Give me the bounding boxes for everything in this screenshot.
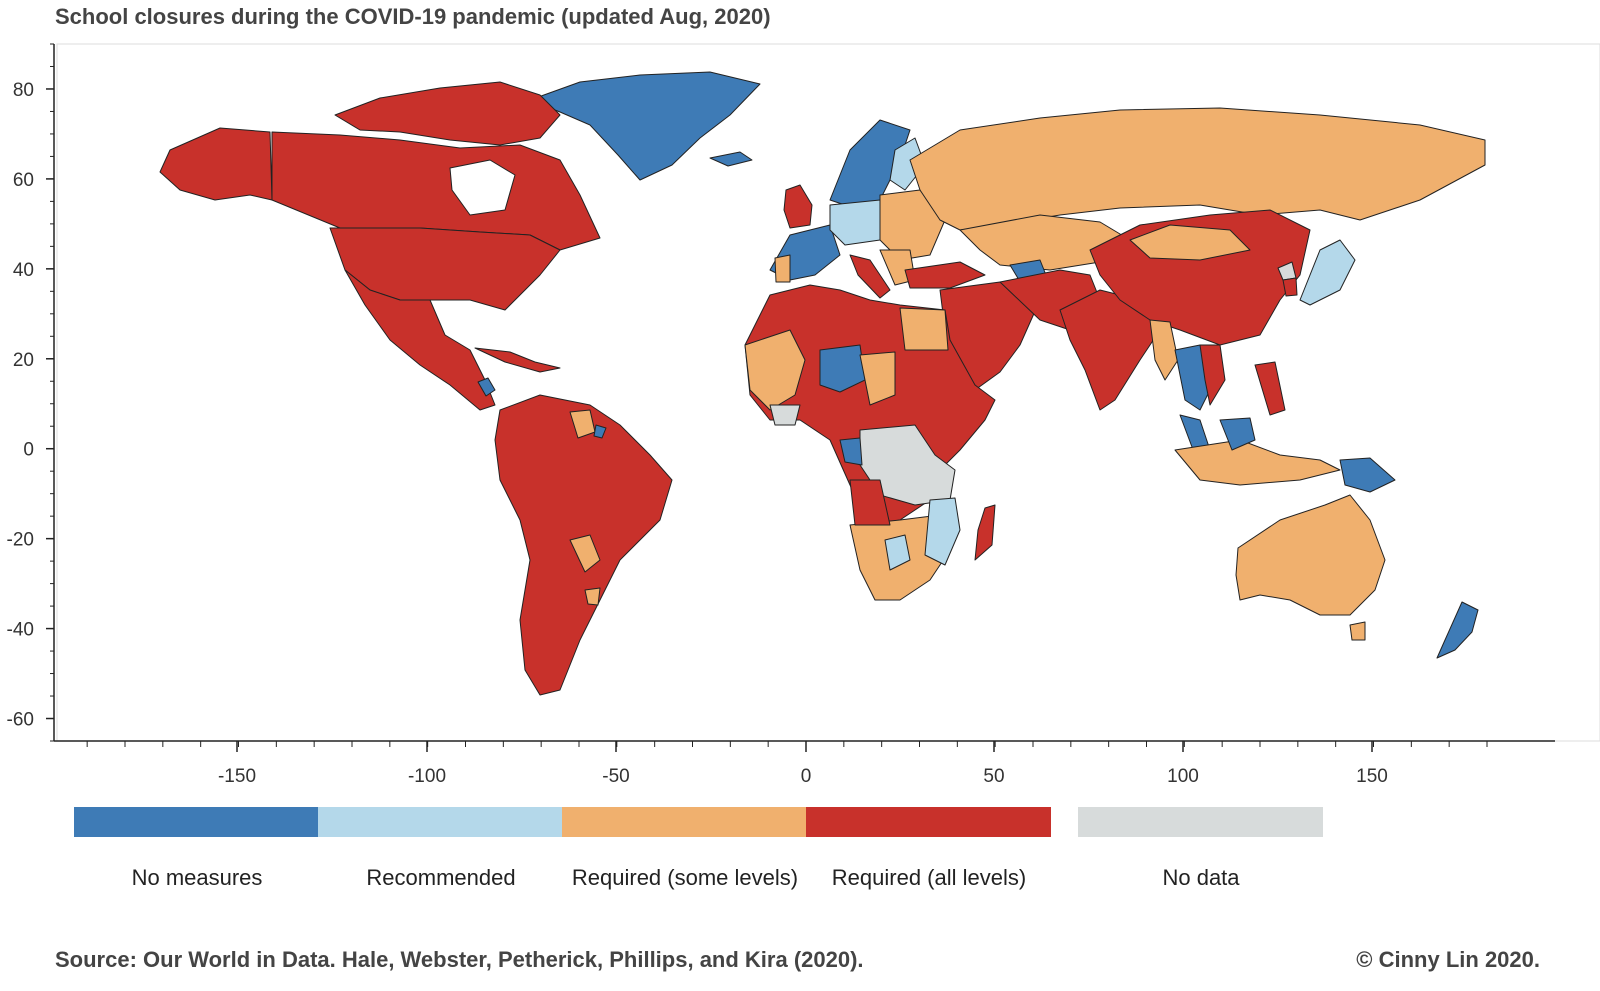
region-angola-red[interactable] — [849, 479, 891, 526]
region-new-zealand[interactable] — [1436, 601, 1479, 659]
y-tick-label: 40 — [13, 260, 34, 281]
region-congo-blue[interactable] — [839, 437, 863, 466]
x-tick-label: 0 — [801, 766, 812, 787]
legend-swatch-no_measures — [74, 807, 319, 837]
legend-label-required_all: Required (all levels) — [831, 865, 1027, 890]
region-french-guiana-blue[interactable] — [593, 424, 607, 439]
region-finland[interactable] — [889, 137, 926, 191]
region-mozambique-lightblue[interactable] — [924, 497, 961, 566]
region-greenland[interactable] — [529, 71, 761, 181]
region-philippines[interactable] — [1254, 361, 1286, 416]
x-tick-label: 150 — [1356, 766, 1388, 787]
x-tick-label: 50 — [983, 766, 1004, 787]
legend-swatch-required_all — [806, 807, 1051, 837]
region-italy[interactable] — [849, 254, 891, 299]
legend-label-recommended: Recommended — [366, 865, 516, 890]
y-tick-label: -20 — [7, 530, 34, 551]
y-tick-label: -40 — [7, 620, 34, 641]
legend-swatch-required_some — [562, 807, 807, 837]
copyright-note: © Cinny Lin 2020. — [1356, 947, 1540, 972]
y-tick-label: 0 — [23, 440, 34, 461]
region-west-africa-orange[interactable] — [744, 329, 806, 411]
region-vietnam-red[interactable] — [1199, 344, 1226, 406]
region-turkey[interactable] — [904, 261, 986, 289]
y-tick-label: 60 — [13, 170, 34, 191]
region-tasmania[interactable] — [1349, 621, 1366, 641]
region-central-america-blue[interactable] — [477, 377, 496, 397]
region-paraguay-orange[interactable] — [569, 534, 601, 573]
region-canada-islands[interactable] — [334, 81, 561, 146]
x-tick-label: -150 — [218, 766, 256, 787]
legend-swatches — [74, 807, 1323, 837]
chart-title: School closures during the COVID-19 pand… — [55, 4, 771, 29]
land-layer — [159, 71, 1486, 696]
y-tick-label: 80 — [13, 80, 34, 101]
region-alaska[interactable] — [159, 127, 273, 201]
y-tick-label: 20 — [13, 350, 34, 371]
region-myanmar-orange[interactable] — [1149, 319, 1179, 381]
region-egypt[interactable] — [899, 307, 949, 351]
region-uruguay-orange[interactable] — [584, 587, 601, 606]
legend-swatch-no_data — [1078, 807, 1323, 837]
region-uk[interactable] — [783, 184, 813, 229]
y-tick-label: -60 — [7, 710, 34, 731]
region-madagascar[interactable] — [974, 504, 996, 561]
legend-swatch-recommended — [318, 807, 563, 837]
region-borneo-blue[interactable] — [1219, 417, 1256, 451]
region-west-africa-grey[interactable] — [769, 404, 801, 426]
region-png-blue[interactable] — [1339, 457, 1396, 493]
x-ticks: -150 -100 -50 0 50 100 150 — [86, 741, 1488, 787]
x-tick-label: 100 — [1167, 766, 1199, 787]
x-tick-label: -100 — [408, 766, 446, 787]
source-note: Source: Our World in Data. Hale, Webster… — [55, 947, 864, 972]
y-ticks: 80 60 40 20 0 -20 -40 -60 — [7, 43, 54, 742]
region-iceland[interactable] — [709, 151, 753, 167]
region-mongolia[interactable] — [1129, 224, 1251, 261]
region-caribbean[interactable] — [474, 347, 561, 373]
region-mali-niger-blue[interactable] — [819, 344, 866, 393]
region-chad-orange[interactable] — [859, 351, 896, 406]
legend-label-no_measures: No measures — [131, 865, 263, 890]
region-japan[interactable] — [1299, 239, 1356, 306]
x-tick-label: -50 — [602, 766, 629, 787]
legend-label-no_data: No data — [1162, 865, 1240, 890]
region-portugal[interactable] — [774, 254, 791, 283]
region-south-korea[interactable] — [1282, 277, 1298, 297]
legend-label-required_some: Required (some levels) — [571, 865, 799, 890]
hudson-bay — [449, 159, 516, 216]
region-indonesia[interactable] — [1174, 439, 1341, 486]
region-botswana-lightblue[interactable] — [884, 534, 911, 571]
region-australia[interactable] — [1235, 494, 1386, 616]
